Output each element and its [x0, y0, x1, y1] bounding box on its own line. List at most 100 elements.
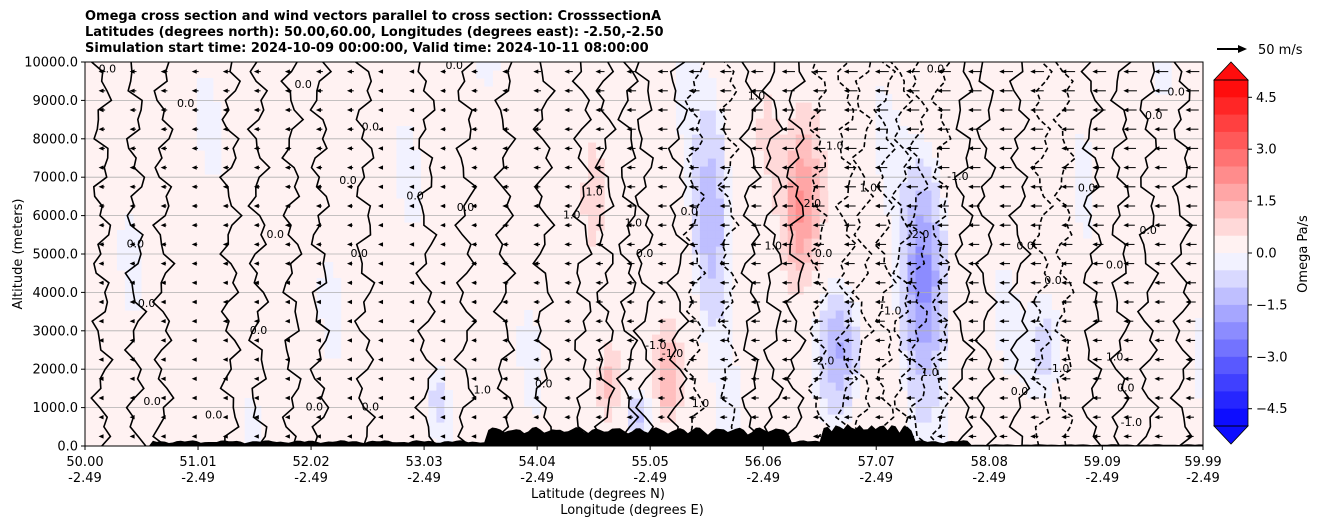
field-cell — [771, 134, 781, 143]
wind-vector-head — [626, 88, 632, 93]
wind-vector-head — [315, 223, 321, 228]
field-cell — [715, 222, 725, 231]
terrain — [85, 424, 1203, 446]
field-cell — [468, 286, 477, 295]
field-cell — [1003, 342, 1012, 351]
wind-vector-head — [129, 434, 135, 439]
wind-vector-head — [1123, 69, 1129, 74]
field-cell — [580, 174, 589, 183]
field-cell — [652, 398, 661, 407]
field-cell — [580, 198, 589, 207]
wind-vector-head — [968, 203, 974, 209]
wind-vector-head — [533, 107, 539, 113]
wind-vector-head — [284, 88, 290, 93]
wind-vector-head — [471, 376, 477, 381]
field-cell — [396, 142, 405, 151]
field-cell — [915, 134, 925, 143]
field-cell — [707, 134, 717, 143]
wind-vector-head — [564, 127, 570, 132]
contour-line — [761, 62, 784, 446]
field-cell — [396, 190, 405, 199]
x-tick-label-lon: -2.49 — [633, 471, 667, 486]
field-cell — [795, 86, 805, 95]
wind-vector-head — [1092, 280, 1098, 285]
field-cell — [931, 398, 941, 407]
wind-vector-head — [1092, 299, 1098, 305]
wind-vector-head — [191, 203, 197, 209]
wind-vector-head — [595, 395, 601, 401]
wind-vector-head — [1123, 146, 1129, 151]
wind-vector-head — [222, 146, 228, 151]
field-cell — [723, 206, 733, 215]
contour-label: -1.0 — [662, 347, 683, 360]
field-cell — [196, 350, 206, 359]
field-cell — [1003, 350, 1012, 359]
wind-vector-head — [812, 165, 818, 170]
wind-vector-head — [98, 242, 104, 247]
field-cell — [819, 414, 829, 423]
field-cell — [891, 110, 901, 119]
wind-vector-head — [315, 338, 321, 343]
field-cell — [883, 174, 893, 183]
field-cell — [683, 166, 693, 175]
field-cell — [811, 254, 821, 263]
wind-vector-head — [781, 242, 787, 247]
wind-vector-head — [160, 242, 166, 247]
field-cell — [707, 182, 717, 191]
wind-vector-head — [750, 357, 756, 362]
field-cell — [1019, 78, 1028, 87]
field-cell — [540, 94, 549, 103]
wind-vector-head — [905, 88, 911, 93]
field-cell — [388, 382, 398, 391]
field-cell — [332, 278, 342, 287]
wind-vector-head — [222, 184, 228, 189]
field-cell — [763, 134, 773, 143]
field-cell — [811, 158, 821, 167]
field-cell — [660, 398, 669, 407]
field-cell — [763, 78, 773, 87]
field-cell — [923, 174, 933, 183]
field-cell — [819, 366, 829, 375]
wind-vector-head — [564, 376, 570, 381]
wind-vector-head — [471, 184, 477, 189]
field-cell — [843, 358, 853, 367]
field-cell — [532, 110, 541, 119]
field-cell — [1051, 318, 1060, 327]
field-cell — [803, 150, 813, 159]
contour-line — [353, 62, 377, 446]
field-cell — [1195, 326, 1203, 335]
wind-vector-head — [1123, 319, 1129, 324]
field-cell — [699, 190, 709, 199]
wind-vector-head — [1061, 280, 1067, 285]
wind-vector-head — [440, 280, 446, 285]
field-cell — [835, 294, 845, 303]
field-cell — [899, 182, 909, 191]
wind-vector-head — [129, 184, 135, 189]
field-cell — [683, 134, 693, 143]
wind-vector-head — [1092, 69, 1098, 74]
wind-vector-head — [905, 69, 911, 74]
wind-vector-head — [657, 376, 663, 381]
field-cell — [332, 62, 342, 71]
field-cell — [588, 222, 597, 231]
field-cell — [404, 198, 413, 207]
wind-vector-head — [471, 434, 477, 439]
field-cell — [715, 406, 725, 415]
field-cell — [923, 254, 933, 263]
field-cell — [388, 438, 398, 446]
field-cell — [923, 374, 933, 383]
field-cell — [931, 358, 941, 367]
wind-vector-head — [999, 203, 1005, 209]
field-cell — [835, 334, 845, 343]
contour-label: 1.0 — [585, 186, 603, 199]
field-cell — [396, 422, 405, 431]
field-cell — [476, 286, 485, 295]
wind-vector-head — [688, 357, 694, 362]
wind-vector-head — [719, 88, 725, 93]
field-cell — [723, 310, 733, 319]
wind-vector-head — [937, 242, 943, 247]
field-cell — [699, 102, 709, 111]
field-cell — [899, 190, 909, 199]
field-cell — [707, 126, 717, 135]
field-cell — [683, 198, 693, 207]
